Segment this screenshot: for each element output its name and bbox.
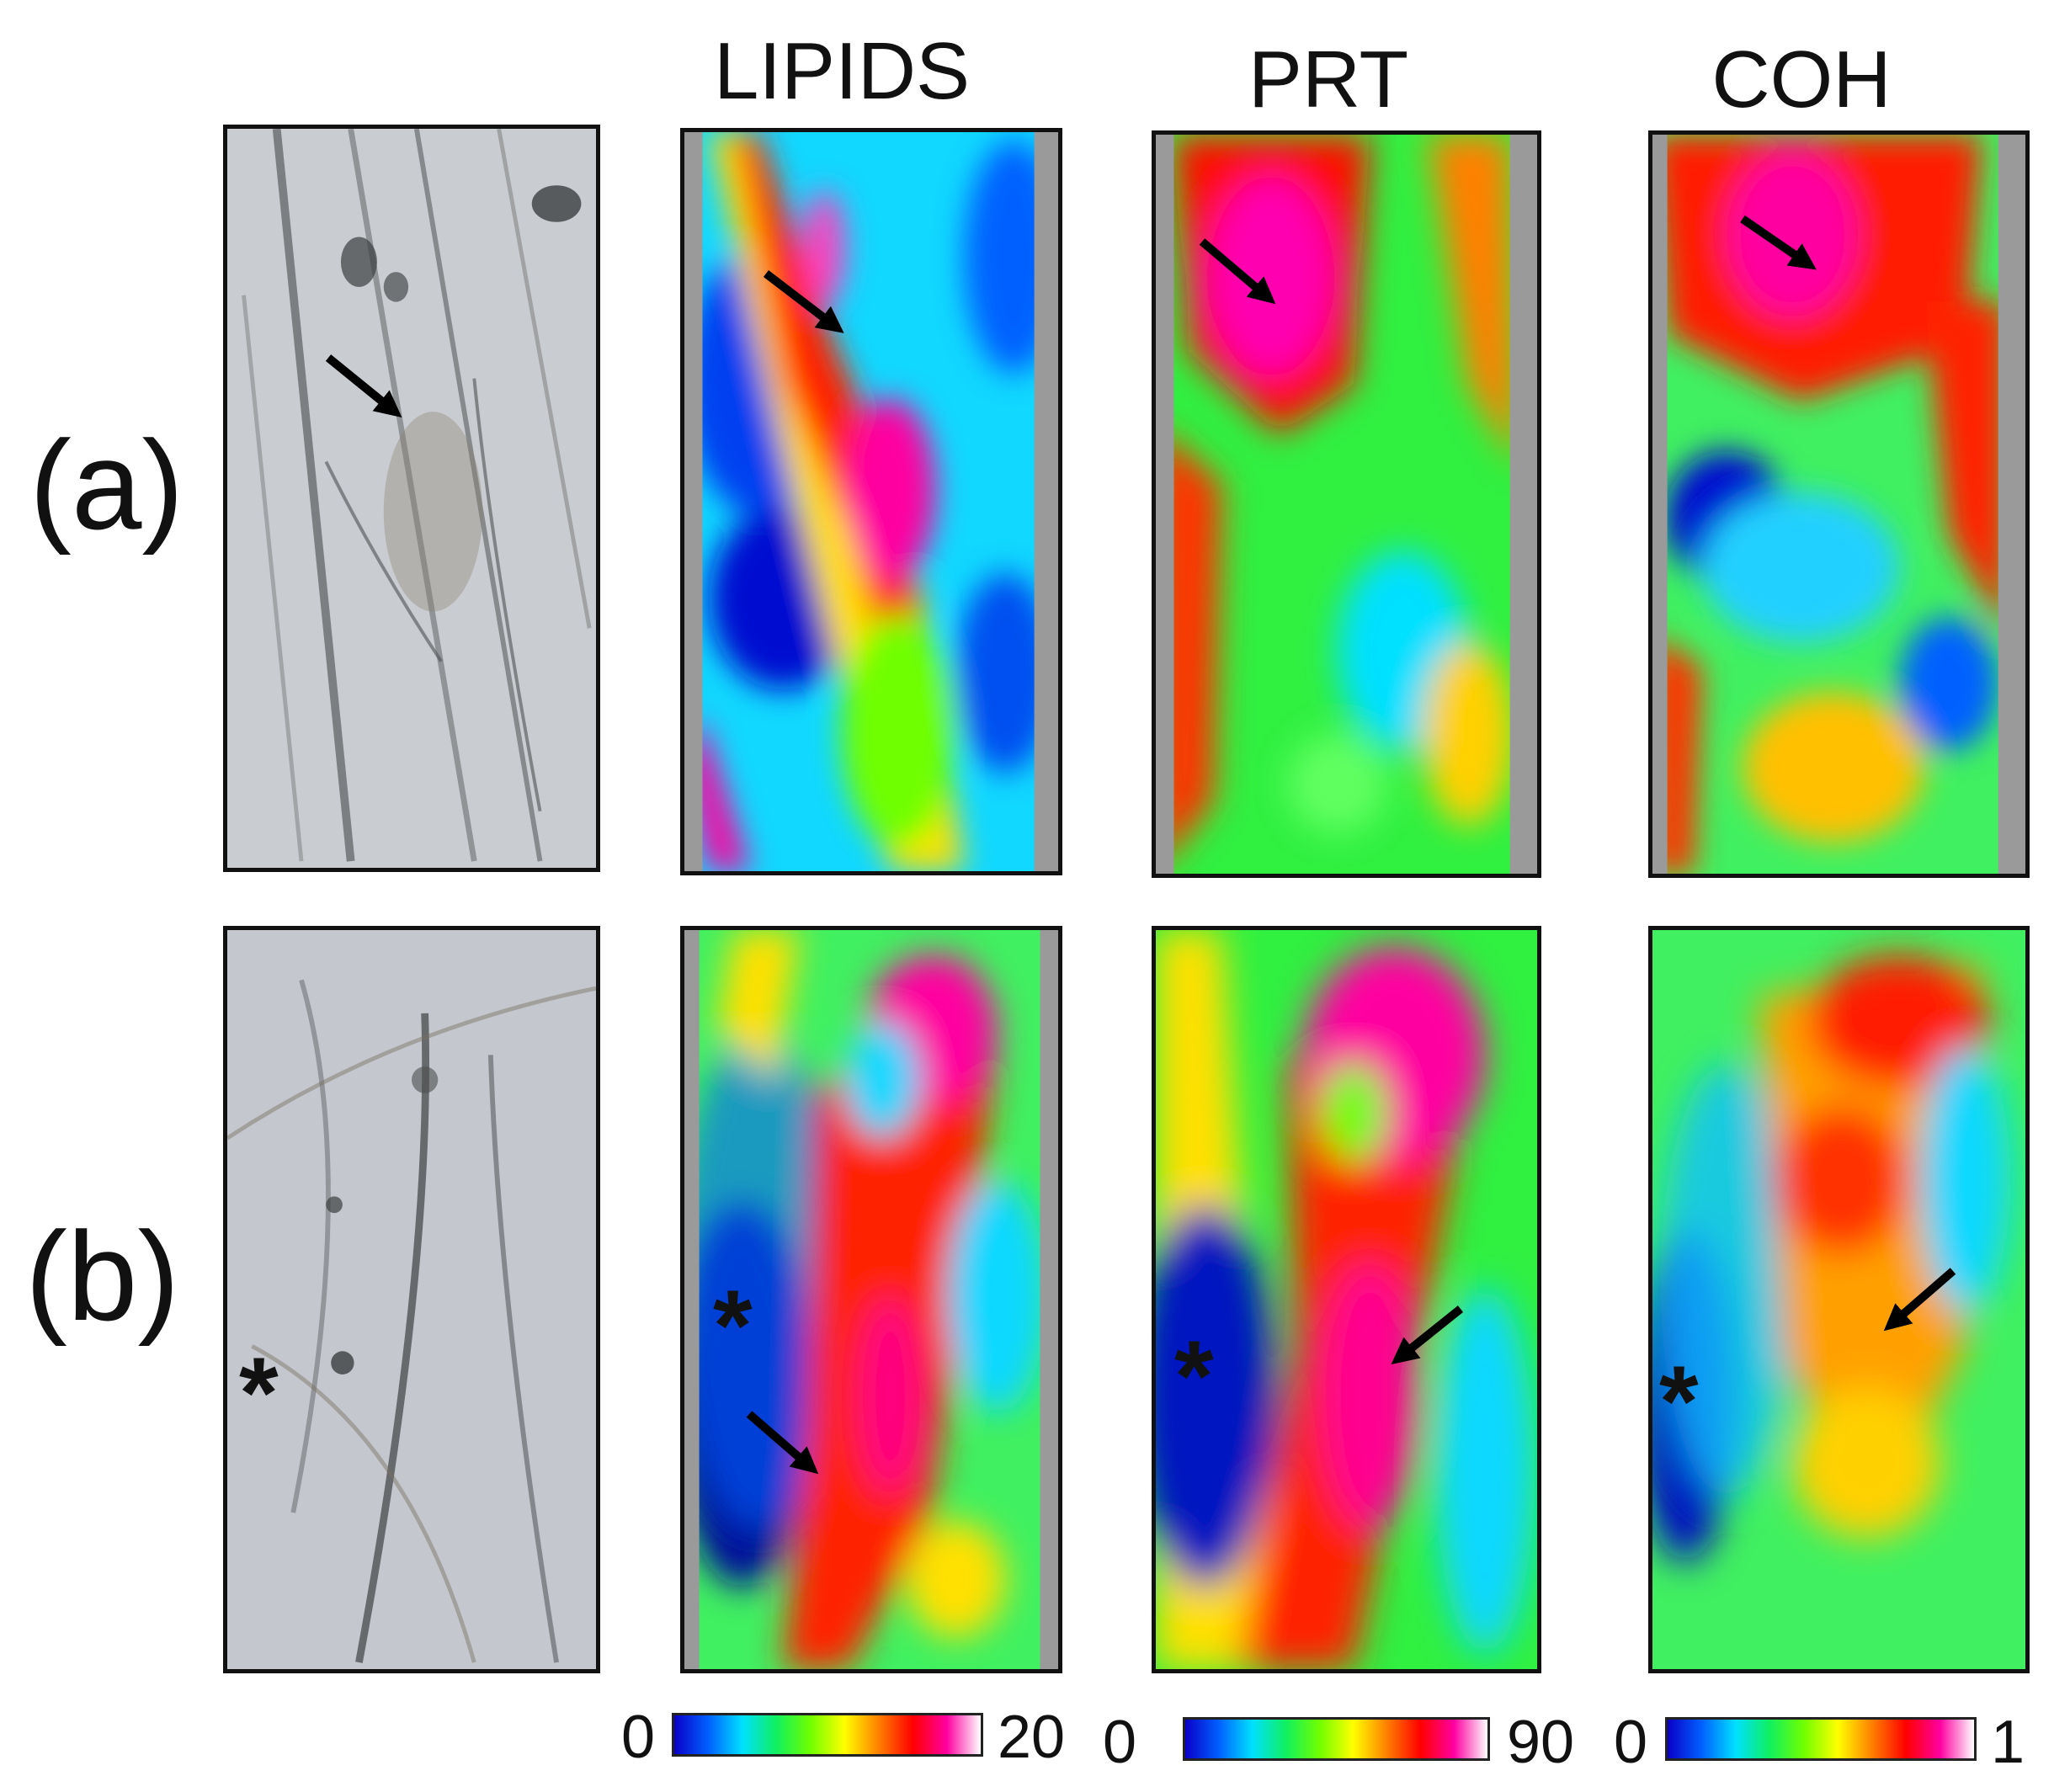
colorbar-prt [1183,1717,1490,1761]
arrow-icon [1391,1305,1464,1364]
colorbar-lipids [672,1713,983,1757]
asterisk-marker: * [1659,1345,1699,1458]
arrow-icon [746,1411,819,1475]
coh-map-b: * [1648,926,2030,1673]
prt-title: PRT [1248,35,1409,125]
lipids-map-b: * [680,926,1062,1673]
colorbar-prt-min: 0 [1103,1709,1137,1776]
arrow-icon [1883,1268,1956,1332]
colorbar-lipids-min: 0 [621,1704,656,1771]
prt-map-b: * [1152,926,1541,1673]
coh-map-a [1648,130,2030,878]
colorbar-lipids-max: 20 [998,1704,1066,1771]
optical-image-a [223,125,600,872]
row-label-b: (b) [25,1205,180,1347]
lipids-map-a [680,128,1062,875]
coh-title: COH [1711,35,1892,125]
prt-map-a [1152,130,1541,878]
asterisk-marker: * [239,1337,279,1449]
arrow-icon [1199,238,1276,305]
arrow-icon [325,354,402,418]
arrow-icon [763,270,844,333]
row-label-a: (a) [29,414,184,556]
colorbar-coh-max: 1 [1991,1709,2025,1776]
arrow-icon [1740,215,1817,270]
lipids-title: LIPIDS [713,26,971,116]
colorbar-coh [1665,1717,1977,1761]
asterisk-marker: * [713,1269,753,1382]
colorbar-prt-max: 90 [1507,1709,1575,1776]
asterisk-marker: * [1174,1320,1214,1433]
colorbar-coh-min: 0 [1614,1709,1648,1776]
optical-image-b: * [223,926,600,1673]
